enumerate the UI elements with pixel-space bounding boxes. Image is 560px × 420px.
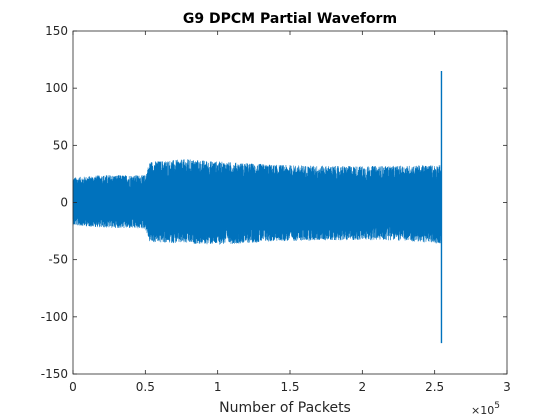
x-axis-label: Number of Packets — [219, 400, 351, 416]
x-exponent-base: ×10 — [471, 404, 494, 417]
y-tick-label: -150 — [41, 367, 68, 381]
y-tick-label: 50 — [53, 138, 68, 152]
x-exponent-power: 5 — [494, 401, 500, 411]
x-tick-label: 2.5 — [425, 380, 444, 394]
x-tick-label: 1 — [214, 380, 222, 394]
x-tick-label: 2 — [359, 380, 367, 394]
waveform-core — [73, 193, 441, 211]
y-tick-label: 150 — [45, 24, 68, 38]
x-tick-label: 1.5 — [280, 380, 299, 394]
x-tick-label: 0.5 — [136, 380, 155, 394]
x-tick-label: 0 — [69, 380, 77, 394]
y-tick-label: 100 — [45, 81, 68, 95]
y-tick-label: 0 — [60, 196, 68, 210]
y-tick-label: -50 — [48, 253, 68, 267]
chart-title: G9 DPCM Partial Waveform — [183, 11, 397, 27]
y-tick-label: -100 — [41, 310, 68, 324]
x-tick-label: 3 — [503, 380, 511, 394]
